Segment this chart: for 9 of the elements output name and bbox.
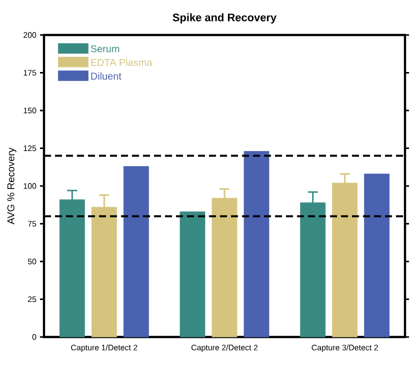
legend-label: Serum bbox=[90, 45, 120, 52]
bar bbox=[180, 211, 206, 338]
bar bbox=[364, 174, 390, 338]
legend-label: Diluent bbox=[91, 72, 122, 80]
bar bbox=[244, 151, 270, 338]
y-axis-title: AVG % Recovery bbox=[7, 148, 16, 224]
chart-title: Spike and Recovery bbox=[172, 13, 277, 24]
legend-label: EDTA Plasma bbox=[91, 58, 152, 66]
bar bbox=[123, 166, 149, 338]
